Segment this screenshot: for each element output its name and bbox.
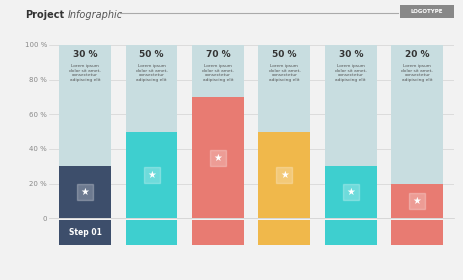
Text: Lorem ipsum
dolor sit amet,
consectetur
adipiscing elit: Lorem ipsum dolor sit amet, consectetur … <box>202 64 234 82</box>
Text: Step 04: Step 04 <box>268 228 301 237</box>
Text: 70 %: 70 % <box>206 50 230 59</box>
Text: ★: ★ <box>280 170 289 180</box>
Text: Step 03: Step 03 <box>201 228 234 237</box>
Text: LOGOTYPE: LOGOTYPE <box>411 9 443 14</box>
Text: ★: ★ <box>346 187 355 197</box>
Text: 50 %: 50 % <box>272 50 297 59</box>
Bar <box>125 45 177 132</box>
Text: Lorem ipsum
dolor sit amet,
consectetur
adipiscing elit: Lorem ipsum dolor sit amet, consectetur … <box>269 64 300 82</box>
Bar <box>59 166 111 218</box>
Bar <box>258 132 310 218</box>
Text: Step 05: Step 05 <box>334 228 367 237</box>
Text: Lorem ipsum
dolor sit amet,
consectetur
adipiscing elit: Lorem ipsum dolor sit amet, consectetur … <box>69 64 101 82</box>
Text: 30 %: 30 % <box>73 50 97 59</box>
Text: ★: ★ <box>81 187 89 197</box>
Text: 30 %: 30 % <box>338 50 363 59</box>
Text: 50 %: 50 % <box>139 50 164 59</box>
Text: Lorem ipsum
dolor sit amet,
consectetur
adipiscing elit: Lorem ipsum dolor sit amet, consectetur … <box>401 64 433 82</box>
Text: Step 01: Step 01 <box>69 228 101 237</box>
Text: Lorem ipsum
dolor sit amet,
consectetur
adipiscing elit: Lorem ipsum dolor sit amet, consectetur … <box>136 64 168 82</box>
Text: ★: ★ <box>413 196 422 206</box>
Bar <box>258 45 310 132</box>
Text: Project: Project <box>25 10 65 20</box>
Text: ★: ★ <box>213 153 222 163</box>
Text: Step 06: Step 06 <box>401 228 434 237</box>
Bar <box>125 132 177 218</box>
Text: Step 02: Step 02 <box>135 228 168 237</box>
Bar <box>192 45 244 97</box>
Text: 20 %: 20 % <box>405 50 430 59</box>
Text: Infographic: Infographic <box>68 10 123 20</box>
Bar <box>192 97 244 218</box>
Bar <box>325 45 377 166</box>
Bar <box>325 166 377 218</box>
Text: Lorem ipsum
dolor sit amet,
consectetur
adipiscing elit: Lorem ipsum dolor sit amet, consectetur … <box>335 64 367 82</box>
Bar <box>391 45 443 184</box>
Bar <box>59 45 111 166</box>
Text: ★: ★ <box>147 170 156 180</box>
Bar <box>391 184 443 218</box>
